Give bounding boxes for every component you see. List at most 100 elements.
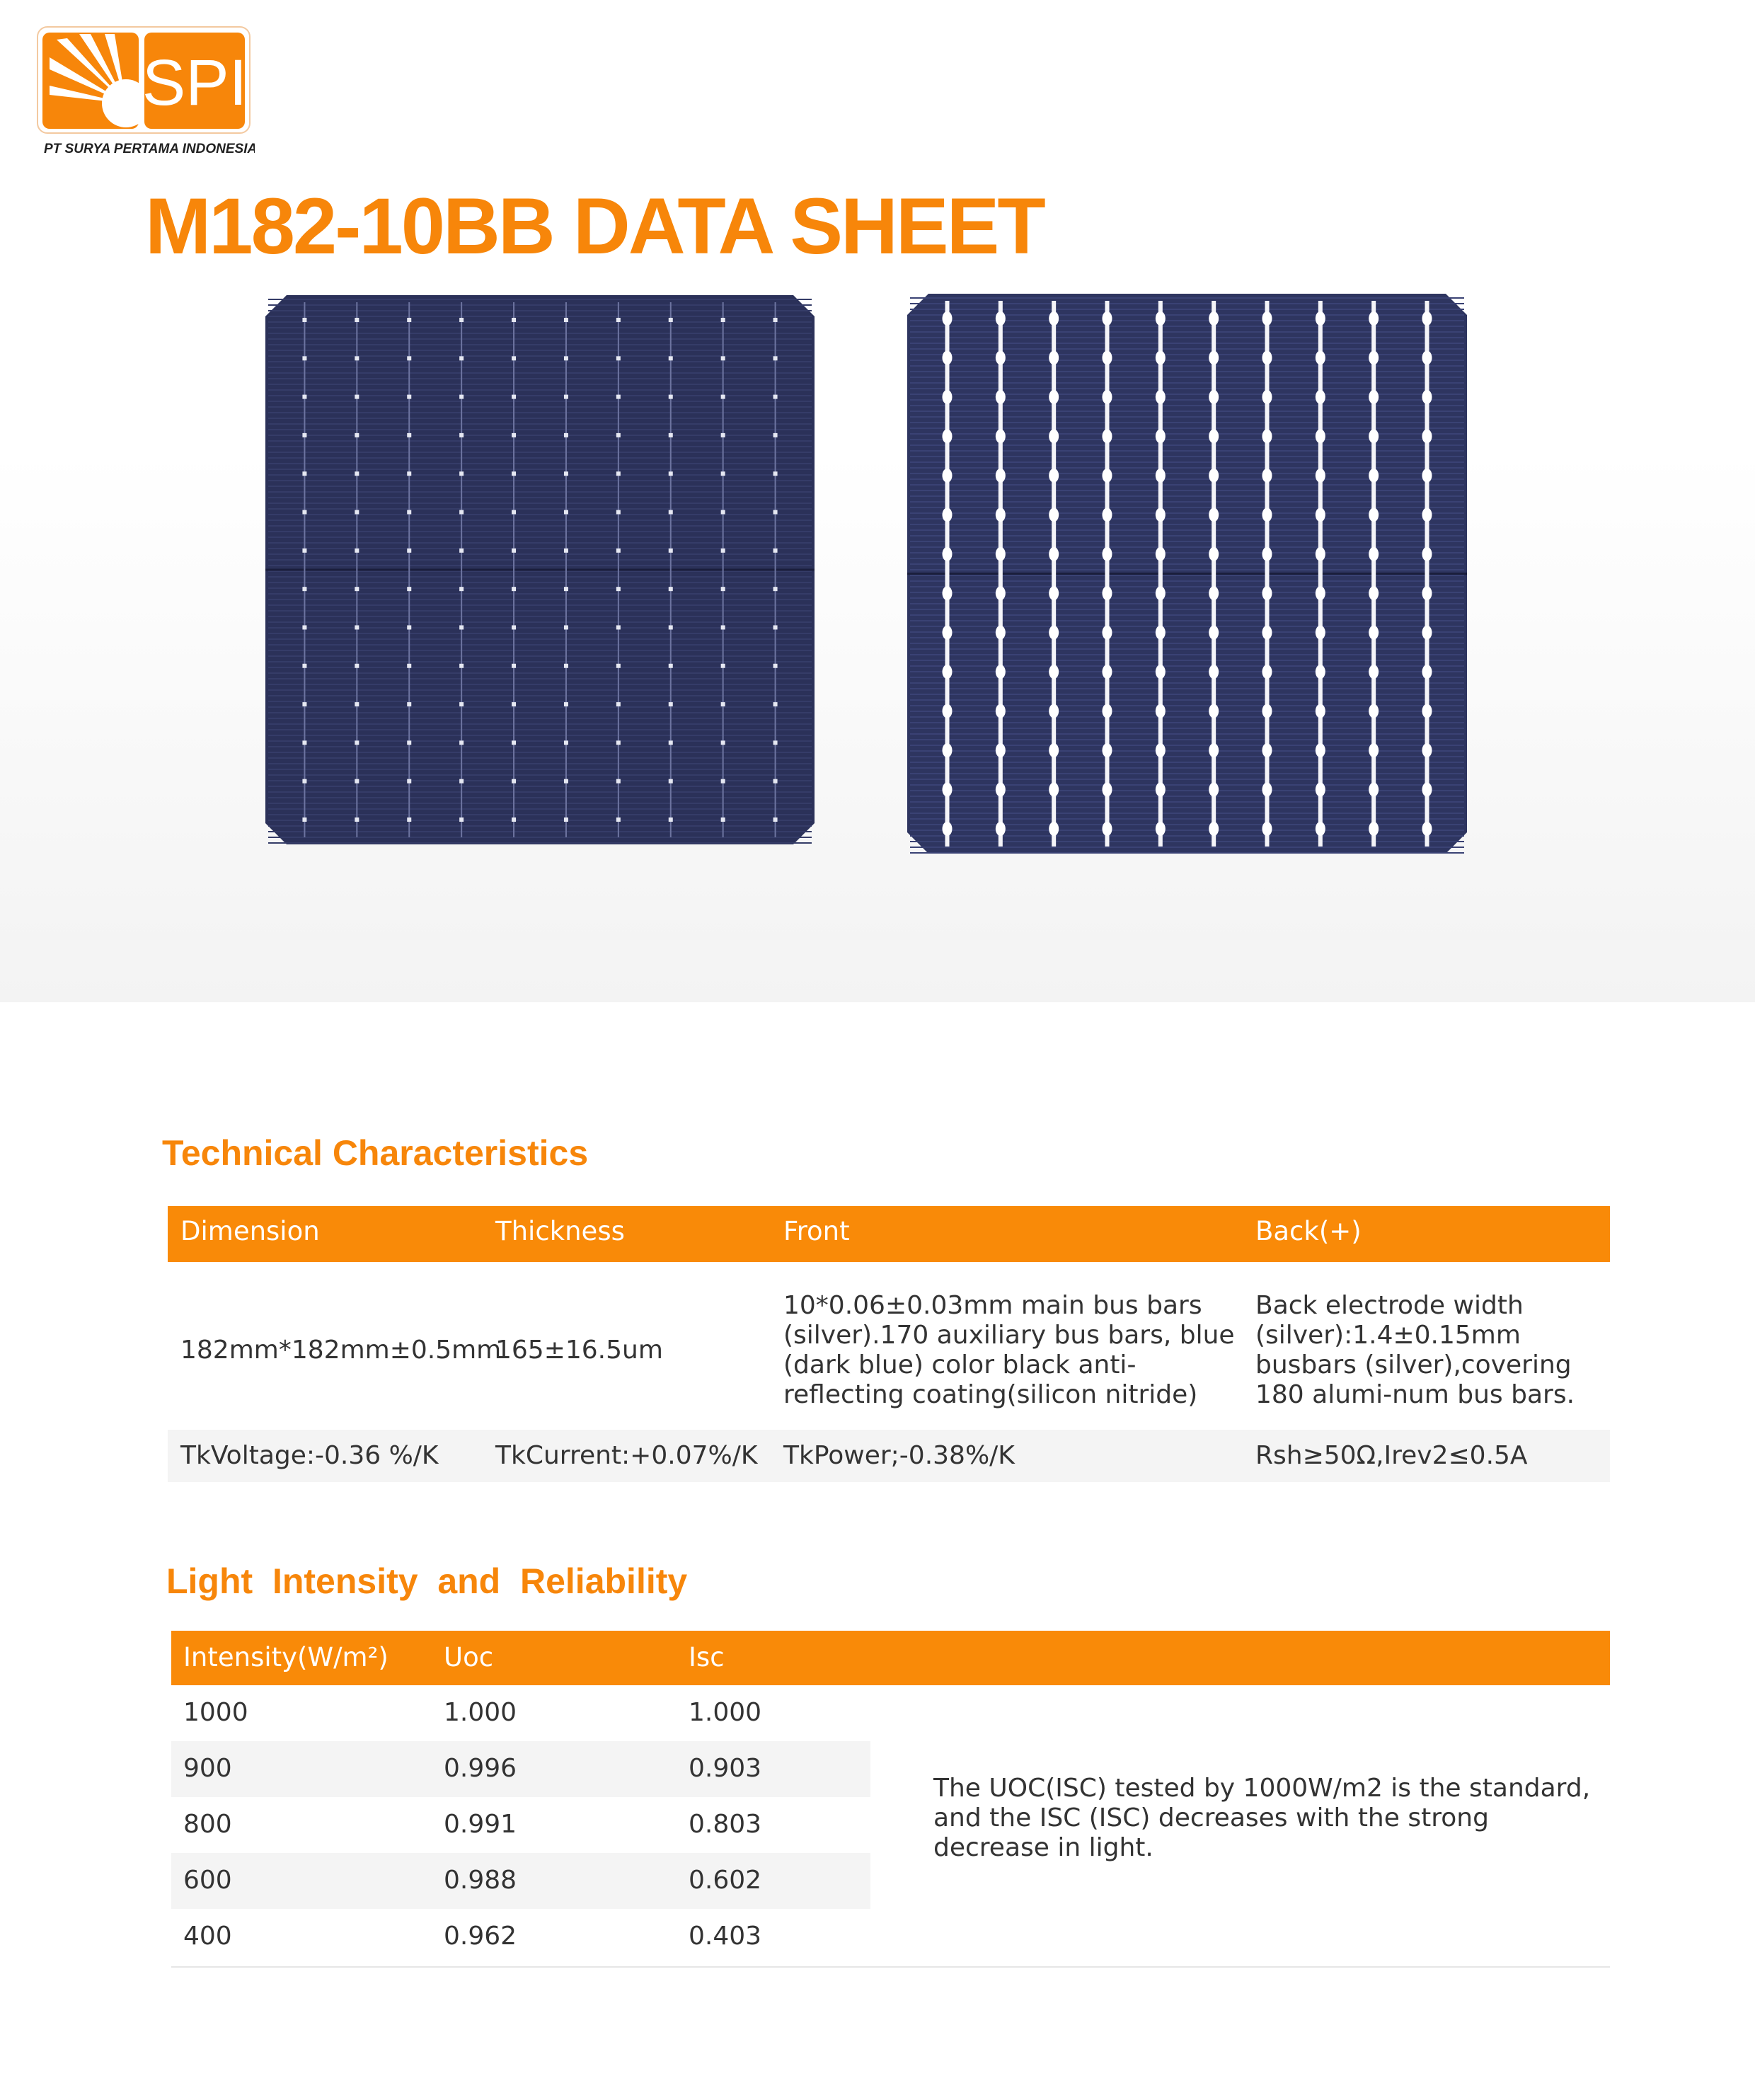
pad — [995, 546, 1006, 561]
pad — [720, 625, 725, 630]
pad — [407, 432, 412, 437]
pad — [1369, 429, 1379, 444]
pad — [1262, 782, 1272, 797]
pad — [668, 625, 673, 630]
pad — [459, 356, 464, 361]
pad — [1049, 546, 1059, 561]
pad — [616, 740, 621, 745]
pad — [668, 548, 673, 553]
pad — [942, 586, 953, 601]
pad — [773, 471, 778, 476]
pad — [302, 587, 307, 592]
pad — [1422, 743, 1432, 758]
table-cell: TkCurrent:+0.07%/K — [495, 1441, 758, 1470]
pad — [459, 432, 464, 437]
pad — [459, 318, 464, 322]
pad — [1209, 311, 1219, 326]
pad — [1049, 704, 1059, 718]
pad — [1315, 704, 1325, 718]
pad — [1422, 507, 1432, 522]
pad — [1155, 586, 1166, 601]
pad — [407, 740, 412, 745]
logo: SPI PT SURYA PERTAMA INDONESIA — [37, 26, 255, 156]
pad — [668, 817, 673, 822]
section-heading: Light Intensity and Reliability — [166, 1561, 688, 1601]
pad — [512, 702, 517, 707]
pad — [720, 548, 725, 553]
pad — [355, 318, 359, 322]
pad — [302, 318, 307, 322]
pad — [563, 702, 568, 707]
pad — [942, 429, 953, 444]
pad — [1262, 822, 1272, 836]
pad — [512, 663, 517, 668]
table-cell: 0.903 — [689, 1754, 762, 1783]
pad — [1369, 822, 1379, 836]
pad — [668, 663, 673, 668]
table-cell: 0.803 — [689, 1810, 762, 1839]
pad — [512, 740, 517, 745]
pad — [563, 817, 568, 822]
pad — [995, 822, 1006, 836]
pad — [668, 432, 673, 437]
pad — [1102, 546, 1112, 561]
pad — [720, 471, 725, 476]
pad — [1155, 350, 1166, 365]
pad — [995, 468, 1006, 483]
pad — [1155, 468, 1166, 483]
pad — [1102, 507, 1112, 522]
pad — [1422, 311, 1432, 326]
row-background — [168, 1430, 1610, 1482]
pad — [407, 394, 412, 399]
row-background — [171, 1741, 870, 1797]
pad — [1369, 704, 1379, 718]
pad — [720, 740, 725, 745]
table-cell: 800 — [183, 1810, 232, 1839]
pad — [1422, 822, 1432, 836]
pad — [773, 432, 778, 437]
pad — [1315, 389, 1325, 404]
table-header-bar — [171, 1631, 1610, 1685]
section-heading: Technical Characteristics — [162, 1133, 589, 1173]
pad — [773, 779, 778, 784]
pad — [1262, 468, 1272, 483]
pad — [616, 510, 621, 515]
pad — [355, 471, 359, 476]
pad — [995, 311, 1006, 326]
pad — [668, 587, 673, 592]
table-cell: 0.988 — [444, 1866, 517, 1895]
pad — [1209, 507, 1219, 522]
pad — [512, 779, 517, 784]
pad — [355, 432, 359, 437]
pad — [1102, 389, 1112, 404]
pad — [302, 394, 307, 399]
pad — [1315, 586, 1325, 601]
pad — [512, 510, 517, 515]
pad — [459, 587, 464, 592]
pad — [1369, 665, 1379, 679]
pad — [1209, 665, 1219, 679]
pad — [1262, 665, 1272, 679]
company-name: PT SURYA PERTAMA INDONESIA — [44, 142, 255, 156]
pad — [616, 817, 621, 822]
pad — [563, 471, 568, 476]
pad — [668, 356, 673, 361]
pad — [1102, 429, 1112, 444]
pad — [720, 432, 725, 437]
pad — [563, 663, 568, 668]
pad — [942, 507, 953, 522]
pad — [773, 625, 778, 630]
pad — [668, 471, 673, 476]
pad — [1209, 468, 1219, 483]
pad — [302, 356, 307, 361]
pad — [668, 779, 673, 784]
pad — [942, 743, 953, 758]
pad — [1262, 350, 1272, 365]
pad — [459, 740, 464, 745]
pad — [512, 394, 517, 399]
pad — [1102, 350, 1112, 365]
pad — [616, 394, 621, 399]
pad — [1262, 311, 1272, 326]
table-note: The UOC(ISC) tested by 1000W/m2 is the s… — [933, 1774, 1591, 1862]
pad — [355, 356, 359, 361]
